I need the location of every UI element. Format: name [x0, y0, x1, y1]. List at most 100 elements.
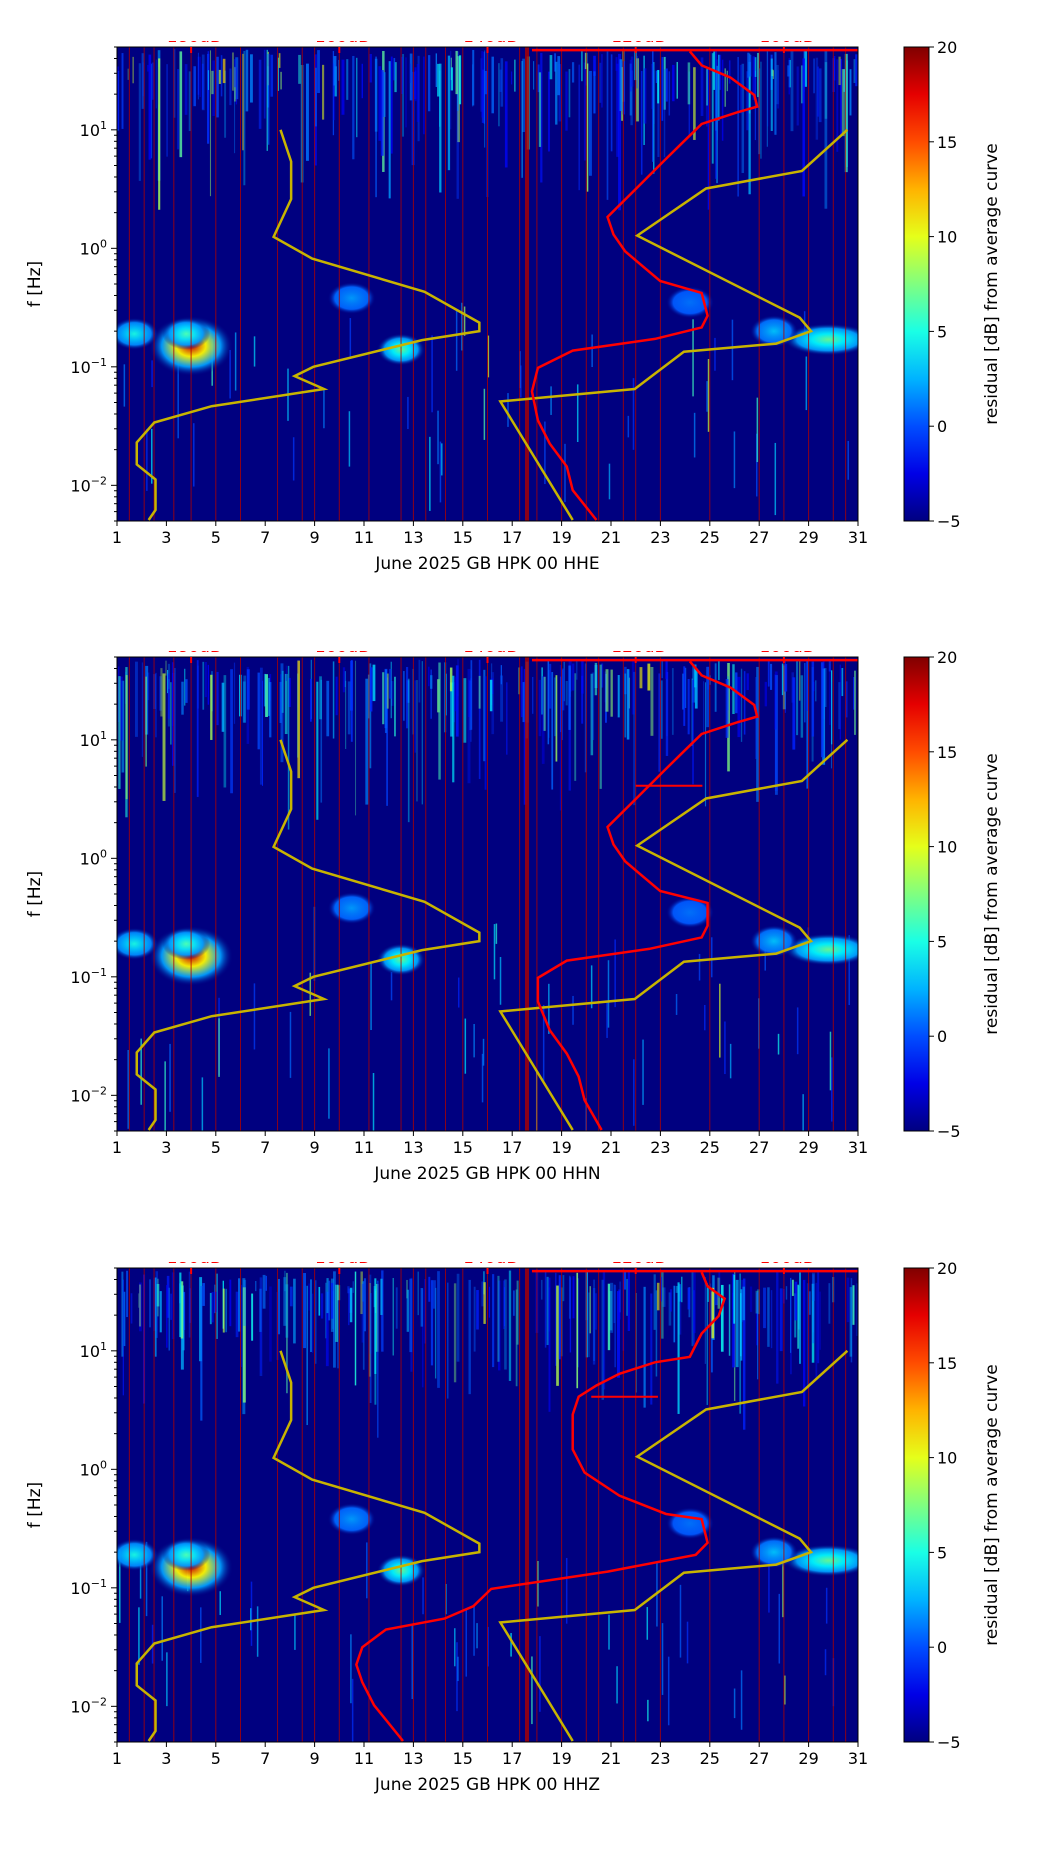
- residual-streak: [610, 669, 613, 717]
- colorbar-tick-label: 10: [937, 228, 957, 247]
- residual-streak: [669, 1289, 672, 1312]
- residual-streak: [159, 1291, 162, 1333]
- residual-streak: [681, 1276, 683, 1303]
- residual-streak: [790, 1277, 792, 1375]
- residual-streak: [158, 58, 161, 210]
- residual-streak: [393, 58, 396, 81]
- residual-streak: [437, 63, 440, 97]
- residual-streak: [356, 57, 358, 138]
- residual-streak: [472, 49, 475, 106]
- residual-streak: [813, 58, 815, 94]
- residual-streak: [202, 1283, 205, 1306]
- residual-streak: [209, 50, 212, 197]
- residual-streak: [386, 677, 388, 806]
- residual-streak: [355, 660, 357, 816]
- residual-streak: [585, 1271, 588, 1358]
- residual-streak: [554, 677, 556, 737]
- residual-streak: [142, 62, 145, 97]
- residual-streak: [270, 54, 274, 97]
- residual-streak: [828, 1283, 831, 1324]
- residual-streak: [335, 676, 338, 716]
- residual-streak: [249, 1608, 252, 1631]
- residual-streak: [197, 665, 199, 709]
- residual-streak: [459, 55, 462, 105]
- residual-streak: [715, 1292, 719, 1306]
- residual-streak: [632, 378, 635, 450]
- residual-streak: [482, 1038, 485, 1066]
- residual-streak: [663, 56, 666, 110]
- residual-streak: [319, 676, 322, 720]
- residual-streak: [173, 49, 176, 118]
- residual-streak: [285, 665, 287, 681]
- residual-streak: [210, 674, 213, 740]
- x-tick-label: 19: [551, 1138, 571, 1157]
- residual-streak: [551, 672, 554, 790]
- residual-streak: [407, 678, 410, 823]
- residual-streak: [280, 663, 284, 763]
- residual-streak: [468, 679, 472, 718]
- residual-streak: [686, 1621, 689, 1664]
- residual-streak: [677, 1282, 680, 1414]
- x-tick-label: 21: [601, 528, 621, 547]
- residual-streak: [235, 1291, 239, 1338]
- residual-streak: [815, 57, 819, 140]
- residual-streak: [682, 673, 685, 710]
- colorbar-label: residual [dB] from average curve: [982, 143, 1002, 424]
- residual-streak: [711, 53, 714, 164]
- x-tick-label: 1: [112, 1138, 122, 1157]
- residual-streak: [850, 1278, 853, 1363]
- residual-streak: [647, 663, 651, 691]
- residual-streak: [817, 66, 819, 117]
- residual-streak: [818, 68, 822, 123]
- residual-streak: [348, 1288, 350, 1326]
- residual-streak: [168, 1287, 170, 1351]
- residual-streak: [382, 672, 385, 725]
- residual-streak: [619, 1281, 621, 1313]
- residual-streak: [382, 72, 386, 117]
- residual-streak: [162, 673, 166, 801]
- x-tick-label: 31: [848, 528, 868, 547]
- colorbar-tick-label: 5: [937, 1543, 947, 1562]
- residual-streak: [806, 659, 809, 789]
- residual-streak: [165, 660, 167, 676]
- top-db-label: -120dB: [605, 651, 666, 657]
- residual-streak: [416, 63, 420, 122]
- residual-streak: [757, 1289, 760, 1315]
- residual-streak: [768, 1542, 770, 1613]
- residual-streak: [569, 1277, 572, 1353]
- residual-streak: [243, 50, 246, 186]
- residual-streak: [656, 1282, 660, 1311]
- residual-streak: [741, 63, 745, 173]
- residual-streak: [341, 59, 345, 115]
- residual-streak: [537, 1560, 539, 1607]
- residual-streak: [246, 669, 250, 710]
- residual-streak: [160, 668, 163, 717]
- y-tick-base: 10: [70, 358, 90, 377]
- residual-streak: [384, 669, 388, 734]
- x-tick-label: 23: [650, 1138, 670, 1157]
- residual-streak: [497, 1275, 500, 1362]
- residual-streak: [435, 53, 438, 88]
- x-tick-label: 5: [211, 528, 221, 547]
- residual-streak: [170, 682, 172, 745]
- colorbar-tick-label: 15: [937, 743, 957, 762]
- residual-streak: [196, 660, 199, 797]
- residual-streak: [449, 667, 453, 692]
- residual-streak: [621, 67, 624, 121]
- residual-streak: [193, 423, 195, 487]
- top-db-label: -100dB: [753, 1262, 814, 1268]
- residual-streak: [476, 1623, 478, 1649]
- residual-streak: [406, 666, 409, 729]
- residual-streak: [581, 49, 583, 82]
- residual-streak: [166, 1285, 168, 1348]
- residual-streak: [320, 1293, 324, 1319]
- residual-streak: [431, 335, 433, 413]
- residual-streak: [280, 71, 282, 90]
- y-tick-label: 101: [80, 119, 107, 140]
- residual-streak: [626, 669, 630, 740]
- x-tick-label: 11: [354, 528, 374, 547]
- residual-streak: [513, 1290, 515, 1316]
- residual-streak: [721, 59, 724, 141]
- residual-streak: [532, 676, 534, 714]
- plot-area: [117, 47, 858, 521]
